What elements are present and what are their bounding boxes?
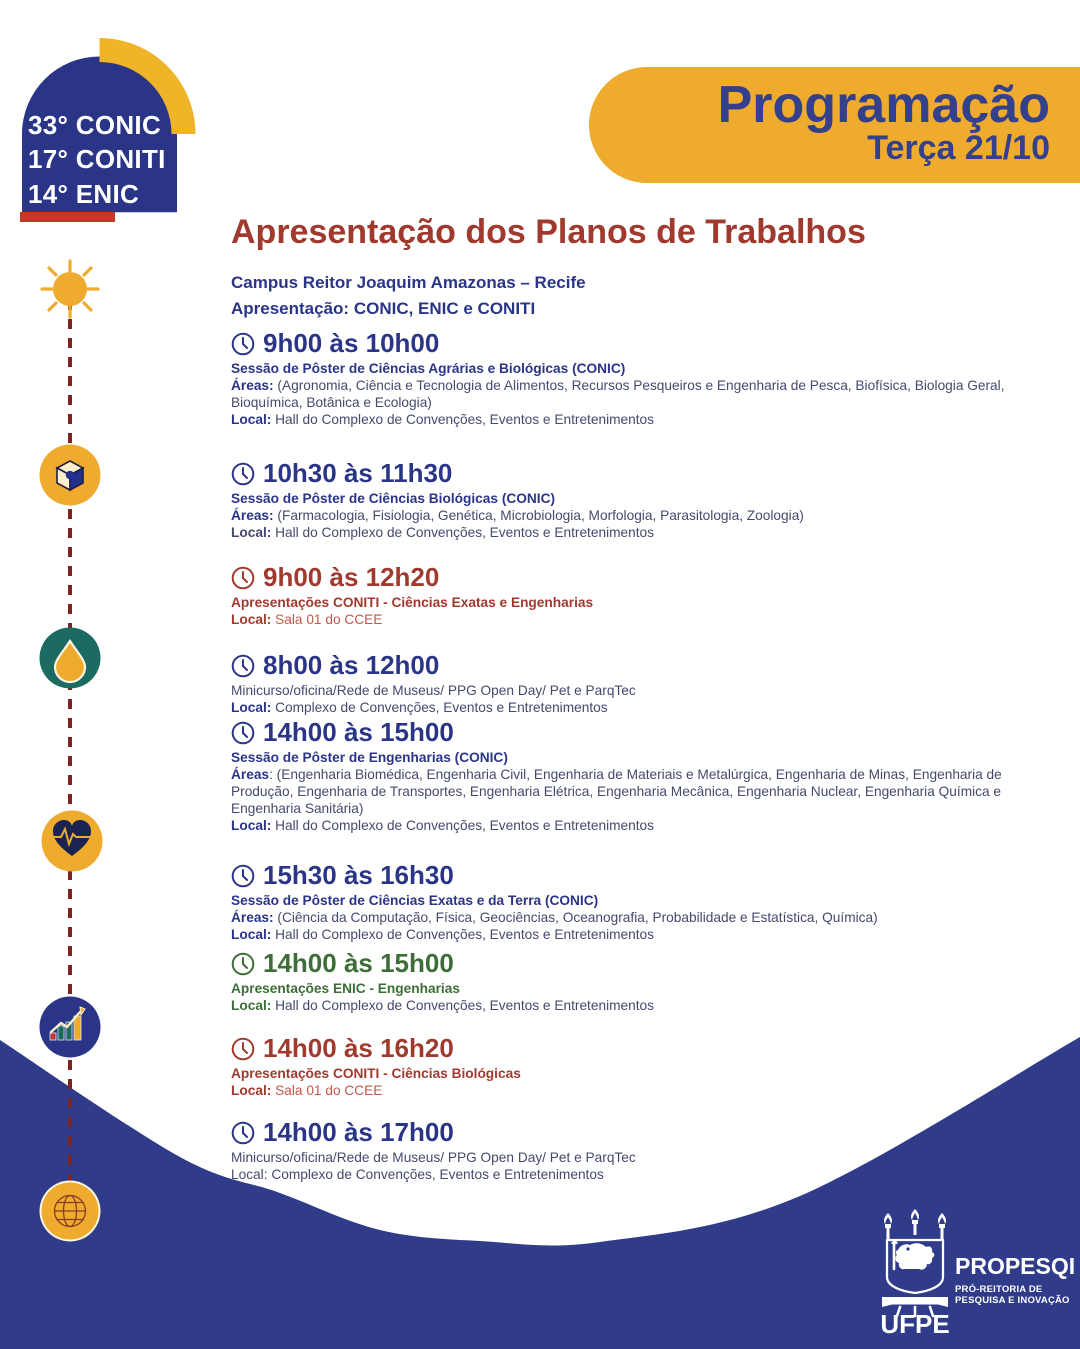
svg-text:UFPE: UFPE xyxy=(880,1309,949,1335)
